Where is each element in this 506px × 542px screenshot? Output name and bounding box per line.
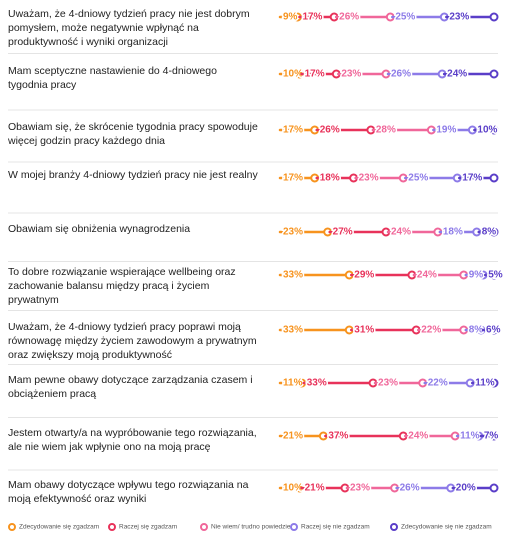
- segment-end: [489, 378, 499, 388]
- value-label: 10%: [283, 69, 303, 80]
- value-label: 24%: [391, 227, 411, 238]
- statement: Mam sceptyczne nastawienie do 4-dniowego…: [8, 65, 217, 91]
- value-label: 24%: [447, 69, 467, 80]
- legend-label: Zdecydowanie się nie zgadzam: [401, 524, 492, 531]
- value-label: 17%: [302, 12, 322, 23]
- segment-end: [489, 431, 499, 441]
- value-label: 28%: [376, 125, 396, 136]
- value-label: 18%: [443, 227, 463, 238]
- value-label: 11%: [283, 378, 303, 389]
- value-label: 26%: [339, 12, 359, 23]
- value-label: 11%: [460, 431, 480, 442]
- value-label: 9%: [469, 270, 484, 281]
- value-label: 11%: [475, 378, 495, 389]
- value-label: 25%: [395, 12, 415, 23]
- value-label: 10%: [283, 483, 303, 494]
- value-label: 24%: [417, 270, 437, 281]
- value-label: 26%: [400, 483, 420, 494]
- value-label: 6%: [486, 325, 501, 336]
- value-label: 33%: [283, 325, 303, 336]
- segment-end: [489, 12, 499, 22]
- legend-label: Zdecydowanie się zgadzam: [19, 524, 99, 531]
- segment-end: [489, 270, 499, 280]
- value-label: 17%: [462, 173, 482, 184]
- value-label: 29%: [354, 270, 374, 281]
- value-label: 23%: [378, 378, 398, 389]
- value-label: 23%: [359, 173, 379, 184]
- segment-end: [489, 125, 499, 135]
- statement: Uważam, że 4-dniowy tydzień pracy popraw…: [8, 321, 257, 361]
- value-label: 17%: [305, 69, 325, 80]
- value-label: 18%: [320, 173, 340, 184]
- value-label: 22%: [428, 378, 448, 389]
- value-label: 9%: [283, 12, 298, 23]
- value-label: 17%: [283, 173, 303, 184]
- value-label: 5%: [488, 270, 503, 281]
- value-label: 19%: [436, 125, 456, 136]
- statement: W mojej branży 4-dniowy tydzień pracy ni…: [8, 169, 258, 181]
- value-label: 23%: [350, 483, 370, 494]
- value-label: 21%: [305, 483, 325, 494]
- statement: Obawiam się obniżenia wynagrodzenia: [8, 223, 191, 235]
- segment-end: [489, 227, 499, 237]
- statement: Mam obawy dotyczące wpływu tego rozwiąza…: [8, 479, 249, 505]
- segment-end: [489, 69, 499, 79]
- value-label: 8%: [482, 227, 497, 238]
- legend-marker: [390, 523, 398, 531]
- segment-end: [489, 483, 499, 493]
- legend-marker: [108, 523, 116, 531]
- legend-marker: [290, 523, 298, 531]
- value-label: 26%: [391, 69, 411, 80]
- value-label: 20%: [456, 483, 476, 494]
- value-label: 33%: [307, 378, 327, 389]
- statement: Mam pewne obawy dotyczące zarządzania cz…: [8, 374, 253, 400]
- value-label: 17%: [283, 125, 303, 136]
- value-label: 21%: [283, 431, 303, 442]
- segment-end: [489, 173, 499, 183]
- value-label: 37%: [328, 431, 348, 442]
- legend-label: Raczej się zgadzam: [119, 524, 177, 531]
- value-label: 23%: [449, 12, 469, 23]
- legend-label: Nie wiem/ trudno powiedzieć: [211, 524, 294, 531]
- value-label: 31%: [354, 325, 374, 336]
- statement: Uważam, że 4-dniowy tydzień pracy nie je…: [8, 8, 250, 48]
- value-label: 24%: [408, 431, 428, 442]
- value-label: 10%: [477, 125, 497, 136]
- statement: Obawiam się, że skrócenie tygodnia pracy…: [8, 121, 258, 147]
- value-label: 26%: [320, 125, 340, 136]
- value-label: 33%: [283, 270, 303, 281]
- value-label: 22%: [421, 325, 441, 336]
- legend-marker: [200, 523, 208, 531]
- value-label: 8%: [469, 325, 484, 336]
- legend-marker: [8, 523, 16, 531]
- statement: To dobre rozwiązanie wspierające wellbei…: [8, 266, 236, 306]
- segment-end: [489, 325, 499, 335]
- value-label: 27%: [333, 227, 353, 238]
- value-label: 23%: [341, 69, 361, 80]
- value-label: 23%: [283, 227, 303, 238]
- statement: Jestem otwarty/a na wypróbowanie tego ro…: [8, 427, 257, 453]
- legend-label: Raczej się nie zgadzam: [301, 524, 370, 531]
- value-label: 25%: [408, 173, 428, 184]
- value-label: 7%: [484, 431, 499, 442]
